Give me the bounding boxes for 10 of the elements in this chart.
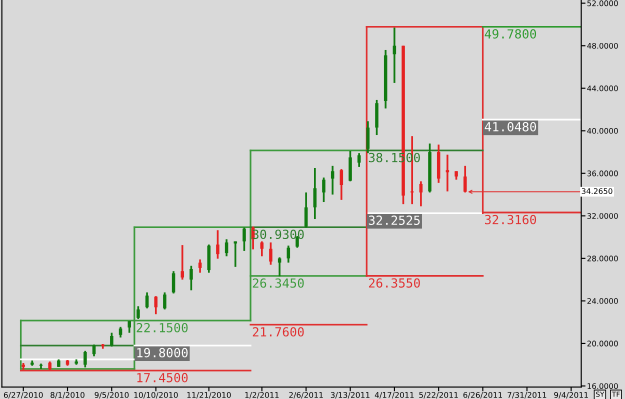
annotation: 26.3550: [368, 278, 420, 288]
annotation: 32.3160: [485, 214, 536, 224]
annotation: 49.7800: [484, 29, 536, 39]
annotation: 19.8000: [137, 348, 188, 358]
annotation: 22.1500: [136, 322, 188, 332]
annotation: 21.7600: [252, 327, 304, 337]
annotation: 26.3450: [252, 278, 304, 288]
annotation: 17.4500: [137, 372, 188, 382]
annotation: 32.2525: [368, 216, 420, 225]
annotation: 41.0480: [484, 122, 536, 132]
